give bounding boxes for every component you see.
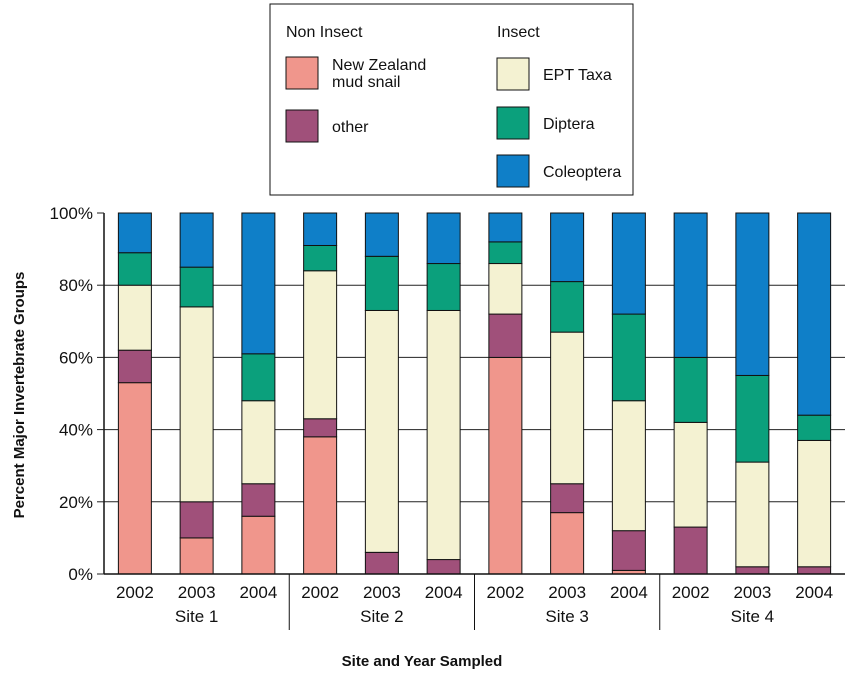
y-tick-label: 0% — [68, 565, 93, 584]
bar-segment-diptera — [303, 244, 338, 272]
bar-segment-diptera — [611, 313, 646, 402]
x-group-label-site: Site 4 — [731, 607, 774, 626]
x-tick-label-year: 2004 — [610, 583, 648, 602]
bar-segment-diptera — [179, 266, 214, 308]
x-tick-label-year: 2003 — [363, 583, 401, 602]
bar-segment-ept-taxa — [488, 263, 523, 315]
legend-swatch — [496, 57, 530, 91]
bar-segment-coleoptera — [550, 212, 585, 283]
x-group-label-site: Site 1 — [175, 607, 218, 626]
bar-segment-other — [426, 559, 461, 575]
bar-segment-other — [611, 530, 646, 571]
x-tick-label-year: 2003 — [733, 583, 771, 602]
legend-entry-label: other — [332, 119, 369, 136]
bar-segment-coleoptera — [611, 212, 646, 315]
bar-segment-new-zealand-mud-snail — [550, 512, 585, 575]
y-tick-label: 20% — [59, 493, 93, 512]
x-axis-title: Site and Year Sampled — [342, 653, 503, 670]
bar-segment-ept-taxa — [673, 421, 708, 528]
bar-segment-diptera — [488, 241, 523, 265]
x-tick-label-year: 2003 — [548, 583, 586, 602]
bar-segment-coleoptera — [241, 212, 276, 355]
bar-segment-ept-taxa — [303, 270, 338, 420]
bar-segment-coleoptera — [488, 212, 523, 243]
bar-segment-ept-taxa — [426, 309, 461, 561]
legend-swatch — [285, 109, 319, 143]
x-tick-label-year: 2002 — [301, 583, 339, 602]
bar-segment-coleoptera — [179, 212, 214, 268]
bar-segment-coleoptera — [673, 212, 708, 358]
bar-segment-other — [797, 566, 832, 575]
bar-segment-other — [488, 313, 523, 358]
bar-segment-other — [550, 483, 585, 514]
legend-entry-label: Coleoptera — [543, 164, 621, 181]
bar-segment-new-zealand-mud-snail — [488, 356, 523, 575]
bar-segment-ept-taxa — [550, 331, 585, 485]
bars — [117, 212, 832, 575]
y-tick-label: 80% — [59, 276, 93, 295]
bar-segment-diptera — [241, 353, 276, 402]
bar-segment-diptera — [673, 356, 708, 423]
y-tick-label: 60% — [59, 348, 93, 367]
bar-segment-coleoptera — [426, 212, 461, 265]
bar-segment-ept-taxa — [179, 306, 214, 503]
x-tick-label-year: 2002 — [486, 583, 524, 602]
bar-segment-diptera — [735, 374, 770, 463]
legend-swatch — [496, 106, 530, 140]
bar-segment-other — [735, 566, 770, 575]
legend-group-title: Insect — [497, 24, 540, 41]
bar-segment-diptera — [550, 281, 585, 333]
bar-segment-new-zealand-mud-snail — [241, 515, 276, 575]
bar-segment-new-zealand-mud-snail — [179, 537, 214, 575]
bar-segment-other — [179, 501, 214, 539]
y-tick-label: 100% — [50, 204, 93, 223]
legend-entry-label: mud snail — [332, 74, 400, 91]
legend-entry-label: New Zealand — [332, 57, 426, 74]
x-group-label-site: Site 3 — [545, 607, 588, 626]
bar-segment-other — [241, 483, 276, 517]
bar-segment-coleoptera — [364, 212, 399, 257]
bar-segment-other — [364, 551, 399, 575]
gridlines — [104, 284, 845, 503]
x-tick-label-year: 2002 — [116, 583, 154, 602]
x-tick-label-year: 2004 — [795, 583, 833, 602]
y-axis-title: Percent Major Invertebrate Groups — [11, 272, 28, 519]
bar-segment-coleoptera — [735, 212, 770, 376]
bar-segment-coleoptera — [797, 212, 832, 416]
x-tick-label-year: 2002 — [672, 583, 710, 602]
bar-segment-ept-taxa — [117, 284, 152, 351]
x-tick-label-year: 2004 — [425, 583, 463, 602]
bar-segment-ept-taxa — [611, 400, 646, 532]
bar-segment-ept-taxa — [241, 400, 276, 485]
bar-segment-coleoptera — [117, 212, 152, 254]
plot-frame — [103, 213, 845, 575]
bar-segment-other — [303, 418, 338, 438]
bar-segment-ept-taxa — [364, 309, 399, 553]
legend-entry-label: Diptera — [543, 116, 595, 133]
x-tick-label-year: 2004 — [239, 583, 277, 602]
bar-segment-diptera — [426, 263, 461, 311]
x-axis-ticks: 2002 2003 2004 Site 1 2002 2003 2004 Site 2 2002… — [116, 574, 833, 630]
x-tick-label-year: 2003 — [178, 583, 216, 602]
y-tick-label: 40% — [59, 421, 93, 440]
bar-segment-other — [117, 349, 152, 384]
bar-segment-new-zealand-mud-snail — [303, 436, 338, 575]
bar-segment-new-zealand-mud-snail — [117, 382, 152, 575]
bar-segment-diptera — [797, 414, 832, 441]
bar-segment-coleoptera — [303, 212, 338, 246]
bar-segment-other — [673, 526, 708, 575]
legend-swatch — [496, 154, 530, 188]
bar-segment-ept-taxa — [797, 439, 832, 568]
legend-box — [269, 3, 634, 196]
x-group-label-site: Site 2 — [360, 607, 403, 626]
legend-swatch — [285, 56, 319, 90]
bar-segment-diptera — [364, 255, 399, 311]
bar-segment-diptera — [117, 252, 152, 286]
bar-segment-ept-taxa — [735, 461, 770, 568]
legend-group-title: Non Insect — [286, 24, 363, 41]
legend-entry-label: EPT Taxa — [543, 67, 612, 84]
y-axis-ticks: 0% 20% 40% 60% 80% 100% — [50, 204, 104, 584]
